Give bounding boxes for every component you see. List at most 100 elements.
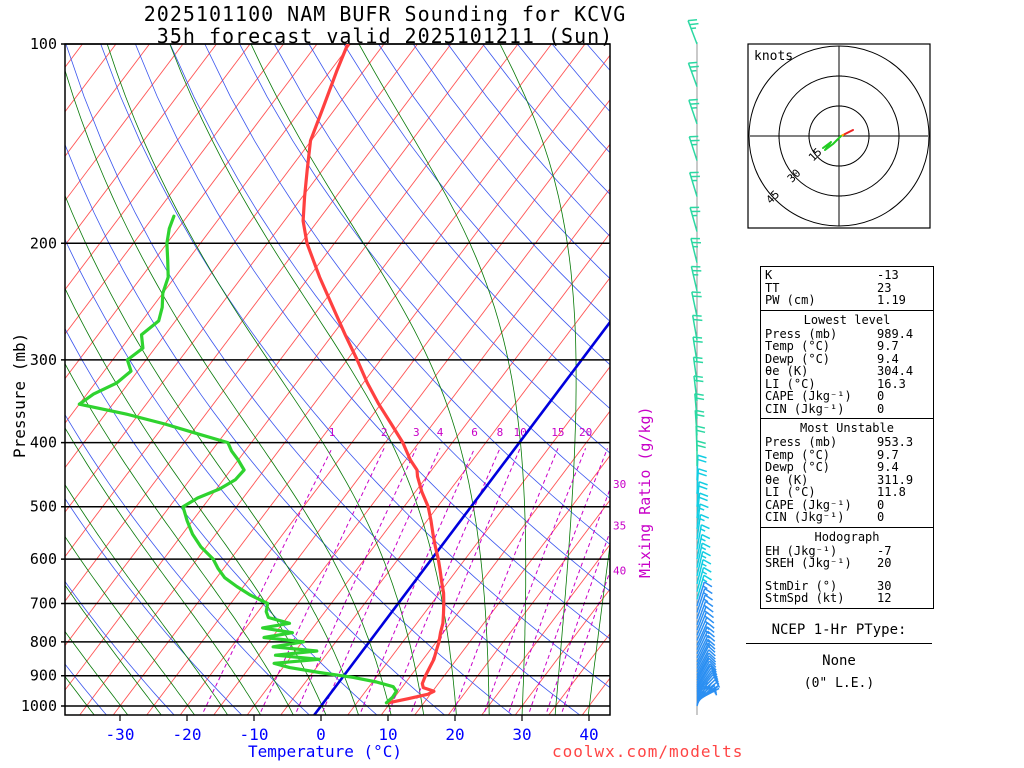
svg-text:40: 40 <box>579 725 598 744</box>
index-value: 0 <box>877 510 885 524</box>
index-label: CIN (Jkg⁻¹) <box>765 510 845 524</box>
index-value: -7 <box>877 543 892 558</box>
svg-text:35: 35 <box>613 520 626 533</box>
wind-barb <box>696 558 712 585</box>
chart-title-line1: 2025101100 NAM BUFR Sounding for KCVG <box>143 2 627 26</box>
index-row: θe (K) 311.9 <box>761 472 933 487</box>
hodograph-ring <box>808 105 870 167</box>
svg-text:600: 600 <box>30 550 57 568</box>
wind-barb <box>690 237 701 263</box>
index-row: Press (mb) 953.3 <box>761 436 933 449</box>
ptype-note: (0" L.E.) <box>803 676 875 691</box>
index-row: LI (°C) 16.3 <box>761 376 933 391</box>
section-header: Lowest level <box>803 312 891 327</box>
index-row: CIN (Jkg⁻¹) 0 <box>761 401 933 416</box>
ptype-value: None <box>822 653 856 669</box>
basic-indices-section: K -13 TT 23 PW (cm) 1.19 <box>761 267 933 310</box>
wind-barb <box>696 660 717 684</box>
index-row: CAPE (Jkg⁻¹) 0 <box>761 390 933 403</box>
wind-barb <box>696 667 718 690</box>
index-label: Press (mb) <box>765 326 838 341</box>
index-label: Temp (°C) <box>765 447 831 462</box>
index-value: 11.8 <box>877 485 906 499</box>
hodograph-section: Hodograph EH (Jkg⁻¹) -7 SREH (Jkg⁻¹) 20 St… <box>761 526 933 608</box>
wind-barb <box>696 645 716 669</box>
index-row: EH (Jkg⁻¹) -7 <box>761 543 933 558</box>
temperature-tick-labels: -30 -20 -10 0 10 20 30 40 <box>106 715 599 744</box>
wind-barb <box>696 581 713 607</box>
index-value: 20 <box>877 556 892 570</box>
index-value: 953.3 <box>877 435 914 449</box>
wind-barb <box>696 566 712 592</box>
index-row: LI (°C) 11.8 <box>761 486 933 499</box>
wind-barb <box>696 468 708 494</box>
wind-barb <box>692 336 703 362</box>
index-value: 0 <box>877 401 885 416</box>
wind-barb <box>696 524 710 550</box>
wind-barb <box>696 657 717 681</box>
svg-text:900: 900 <box>30 667 57 685</box>
index-value: 304.4 <box>877 364 914 378</box>
wind-barb <box>696 669 718 692</box>
wind-barbs <box>687 18 721 707</box>
index-row: StmDir (°) 30 <box>761 579 933 593</box>
index-value: 9.4 <box>877 351 899 366</box>
wind-barb <box>689 206 701 232</box>
index-label: θe (K) <box>765 364 809 378</box>
index-label: K <box>765 268 773 282</box>
index-label: StmSpd (kt) <box>765 591 845 605</box>
wind-barb <box>696 655 717 678</box>
wind-barb <box>696 542 711 568</box>
hodograph-ring <box>778 75 900 197</box>
wind-barb <box>696 630 715 655</box>
pressure-tick-labels: 100 200 300 400 500 600 700 800 900 1000 <box>21 35 57 715</box>
svg-text:-30: -30 <box>106 725 135 744</box>
index-label: LI (°C) <box>765 376 816 391</box>
index-value: 989.4 <box>877 326 914 341</box>
index-value: 16.3 <box>877 376 906 391</box>
wind-barb <box>692 356 704 383</box>
svg-text:40: 40 <box>613 564 626 577</box>
svg-text:400: 400 <box>30 434 57 452</box>
wind-barb <box>696 663 717 686</box>
svg-text:15: 15 <box>551 426 564 439</box>
svg-text:800: 800 <box>30 633 57 651</box>
wind-barb <box>687 61 699 87</box>
wind-barb <box>696 652 716 676</box>
hodograph-trace <box>844 129 854 135</box>
svg-text:10: 10 <box>378 725 397 744</box>
index-label: θe (K) <box>765 472 809 487</box>
index-row: Dewp (°C) 9.4 <box>761 351 933 366</box>
index-value: 9.7 <box>877 447 899 462</box>
svg-text:30: 30 <box>512 725 531 744</box>
wind-barb <box>696 481 708 507</box>
wind-barb <box>696 574 712 600</box>
watermark: coolwx.com/modelts <box>552 742 744 761</box>
svg-text:2: 2 <box>381 426 388 439</box>
index-value: 12 <box>877 591 892 605</box>
pressure-axis-label: Pressure (mb) <box>10 332 29 458</box>
wind-barb <box>691 314 703 341</box>
index-label: Press (mb) <box>765 435 838 449</box>
section-header: Hodograph <box>814 529 880 544</box>
svg-text:-10: -10 <box>240 725 269 744</box>
hodograph-trace <box>822 135 842 151</box>
wind-barb <box>696 681 718 699</box>
svg-text:500: 500 <box>30 498 57 516</box>
wind-barb <box>696 649 716 673</box>
index-row: CAPE (Jkg⁻¹) 0 <box>761 498 933 512</box>
svg-text:-20: -20 <box>173 725 202 744</box>
profiles <box>77 44 446 705</box>
index-value: 9.7 <box>877 339 899 353</box>
plot-border <box>64 43 611 716</box>
wind-barb <box>696 503 709 529</box>
moist-adiabats <box>65 44 610 715</box>
index-value: 9.4 <box>877 460 899 474</box>
index-row: θe (K) 304.4 <box>761 365 933 378</box>
index-value: 23 <box>877 280 892 295</box>
index-row: CIN (Jkg⁻¹) 0 <box>761 511 933 524</box>
ptype-header: NCEP 1-Hr PType: <box>746 622 932 644</box>
wind-barb <box>688 98 700 125</box>
